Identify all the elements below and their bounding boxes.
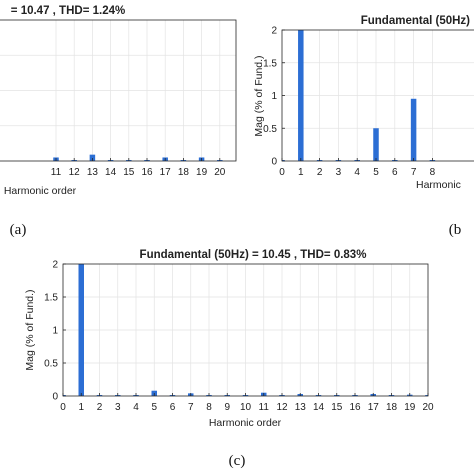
x-tick-label: 16 — [141, 167, 153, 178]
x-tick-label: 11 — [259, 402, 270, 413]
x-tick-label: 2 — [97, 402, 103, 413]
x-tick-label: 3 — [336, 167, 342, 178]
x-tick-label: 12 — [276, 402, 288, 413]
x-tick-label: 5 — [373, 167, 379, 178]
bar-h0 — [282, 160, 285, 161]
chart-title: Fundamental (50Hz) = 10.45 , THD= 0.83% — [140, 249, 367, 261]
chart-panel-c: 0 1 2 3 4 5 6 7 8 9 10 11 12 13 14 15 16 17 18 19 2000.511.5… — [24, 249, 434, 469]
x-tick-label: 19 — [196, 167, 208, 178]
x-tick-label: 12 — [69, 167, 81, 178]
grid — [0, 20, 236, 161]
plot-frame — [0, 19, 237, 162]
panel-caption: (b — [449, 222, 462, 238]
x-tick-label: 18 — [178, 167, 190, 178]
bar-h0 — [63, 395, 66, 396]
grid — [63, 264, 428, 396]
chart-title: = 10.47 , THD= 1.24% — [11, 5, 125, 17]
bar-h7 — [410, 98, 417, 161]
x-tick-label: 15 — [331, 402, 343, 413]
grid — [282, 30, 474, 161]
x-tick-label: 14 — [105, 167, 117, 178]
chart-panel-a: 11 12 13 14 15 16 17 18 19 20 = 10.47 , THD= 1.24%… — [0, 5, 237, 238]
bar-h1 — [298, 30, 304, 161]
x-tick-label: 18 — [386, 402, 398, 413]
x-tick-label: 20 — [214, 167, 226, 178]
panel-caption: (c) — [229, 453, 246, 469]
x-tick-label: 8 — [430, 167, 436, 178]
x-tick-label: 0 — [279, 167, 285, 178]
x-axis-label: Harmonic order — [4, 185, 77, 197]
y-tick-label: 1.5 — [263, 58, 277, 69]
x-tick-label: 17 — [160, 167, 172, 178]
x-tick-label: 8 — [206, 402, 212, 413]
x-tick-label: 4 — [354, 167, 360, 178]
y-tick-label: 1.5 — [44, 293, 58, 304]
x-tick-label: 4 — [133, 402, 139, 413]
panel-caption: (a) — [10, 222, 27, 238]
y-tick-label: 0 — [52, 392, 58, 403]
x-tick-label: 15 — [123, 167, 135, 178]
bar-h13 — [89, 154, 96, 161]
x-tick-label: 3 — [115, 402, 121, 413]
x-tick-label: 0 — [60, 402, 66, 413]
y-axis-label: Mag (% of Fund.) — [24, 289, 36, 370]
x-tick-label: 13 — [295, 402, 307, 413]
y-tick-label: 2 — [271, 26, 277, 37]
bars — [53, 154, 223, 161]
x-tick-label: 20 — [422, 402, 434, 413]
x-tick-label: 6 — [392, 167, 398, 178]
y-tick-label: 0.5 — [44, 359, 58, 370]
x-tick-label: 7 — [188, 402, 194, 413]
chart-title: Fundamental (50Hz) — [361, 15, 470, 27]
x-tick-label: 7 — [411, 167, 417, 178]
y-tick-label: 1 — [271, 91, 277, 102]
y-tick-label: 1 — [52, 326, 58, 337]
x-axis-label: Harmonic order — [209, 417, 282, 429]
x-tick-label: 17 — [368, 402, 380, 413]
bar-h20 — [425, 395, 428, 396]
x-tick-label: 6 — [170, 402, 176, 413]
x-tick-label: 13 — [87, 167, 99, 178]
y-tick-label: 0.5 — [263, 124, 277, 135]
x-tick-label: 19 — [404, 402, 416, 413]
x-tick-label: 14 — [313, 402, 325, 413]
y-axis-label: Mag (% of Fund.) — [253, 55, 265, 136]
bar-h5 — [373, 128, 379, 161]
x-tick-label: 1 — [298, 167, 304, 178]
x-tick-label: 1 — [78, 402, 84, 413]
x-tick-label: 10 — [240, 402, 252, 413]
x-tick-label: 16 — [349, 402, 361, 413]
x-tick-label: 2 — [317, 167, 323, 178]
x-tick-label: 11 — [51, 167, 62, 178]
x-tick-label: 9 — [224, 402, 230, 413]
chart-panel-b: 0 1 2 3 4 5 6 7 8 0 0.5 1 1.5 2 Mag (% of Fund.) Fundam… — [253, 15, 474, 238]
x-tick-label: 5 — [151, 402, 157, 413]
y-tick-label: 0 — [271, 157, 277, 168]
bar-h1 — [78, 264, 84, 396]
x-axis-label: Harmonic — [416, 179, 461, 191]
y-tick-label: 2 — [52, 260, 58, 271]
